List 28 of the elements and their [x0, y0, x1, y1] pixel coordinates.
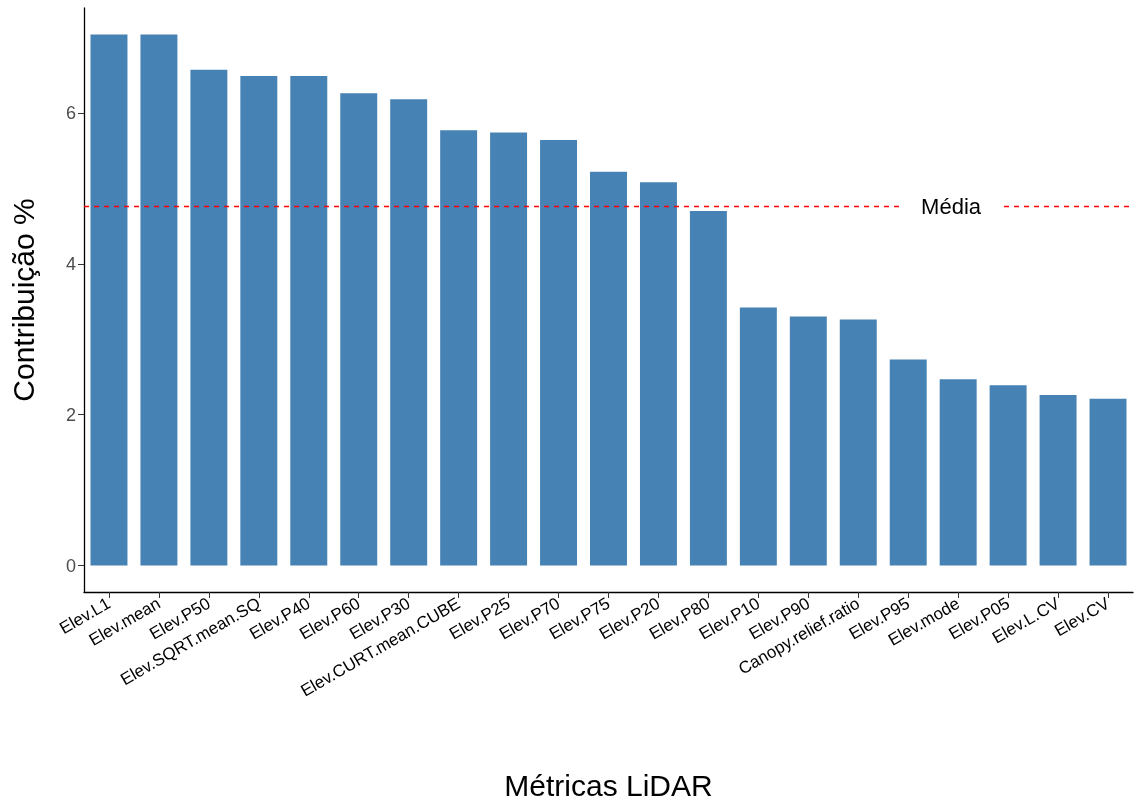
bar [240, 75, 278, 566]
bar [390, 99, 428, 566]
y-tick-label: 2 [65, 404, 76, 425]
bar [140, 34, 178, 566]
x-axis-title: Métricas LiDAR [504, 768, 713, 802]
bar [590, 171, 627, 566]
bar [739, 307, 777, 566]
bar [1089, 398, 1127, 566]
bar [889, 359, 927, 566]
bar [290, 75, 328, 566]
bar [989, 385, 1027, 566]
y-tick-label: 4 [65, 253, 76, 274]
y-axis-title: Contribuição % [6, 198, 40, 402]
bar [440, 130, 478, 566]
ref-line-label: Média [921, 193, 982, 219]
bar [789, 316, 827, 566]
bar [839, 319, 877, 566]
bar [689, 210, 727, 566]
bar [90, 34, 128, 566]
bar [490, 132, 528, 566]
y-tick-label: 6 [65, 102, 76, 123]
bar [340, 93, 378, 566]
y-tick-label: 0 [65, 555, 76, 576]
bar [1039, 395, 1077, 566]
bar [190, 69, 228, 566]
bar [540, 140, 578, 566]
bar [639, 182, 677, 566]
bar [939, 379, 977, 566]
